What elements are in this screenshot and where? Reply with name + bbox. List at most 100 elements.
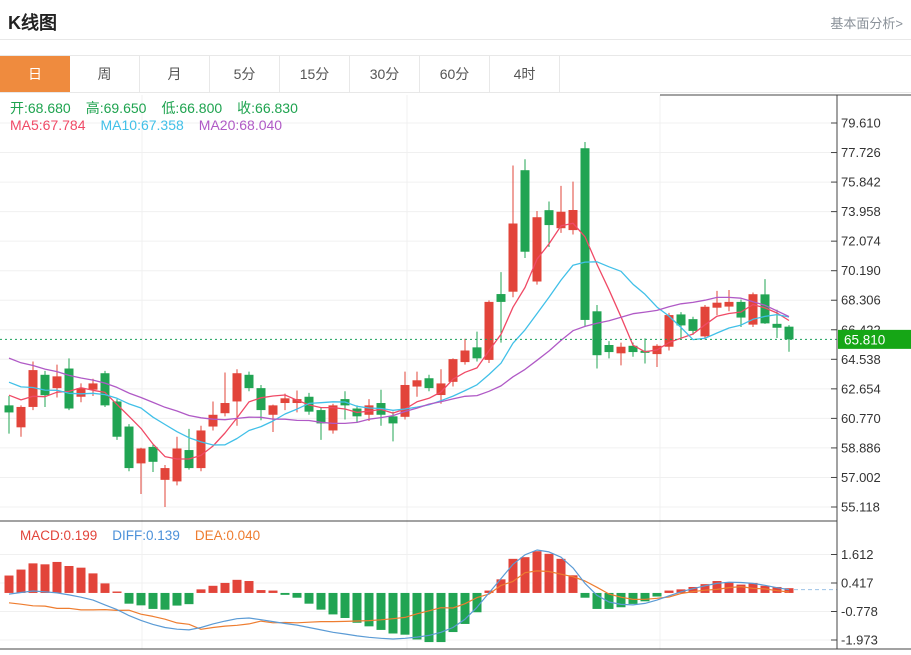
axis-label: 60.770 bbox=[841, 411, 881, 426]
tab-60分[interactable]: 60分 bbox=[420, 56, 490, 92]
candle-body bbox=[436, 383, 446, 396]
candle-body bbox=[460, 350, 470, 363]
candle-body bbox=[520, 170, 530, 252]
macd-legend: MACD:0.199 DIFF:0.139 DEA:0.040 bbox=[20, 528, 275, 543]
axis-label: 0.417 bbox=[841, 576, 874, 591]
macd-bar bbox=[676, 589, 686, 593]
axis-label: -0.778 bbox=[841, 604, 878, 619]
candle-body bbox=[484, 301, 494, 360]
candle-body bbox=[688, 319, 698, 331]
macd-bar bbox=[112, 591, 122, 593]
page-header: K线图 基本面分析> bbox=[0, 0, 911, 40]
candle-body bbox=[544, 210, 554, 226]
candle-body bbox=[196, 430, 206, 469]
axis-label: 55.118 bbox=[841, 500, 880, 515]
ma10-line bbox=[8, 261, 790, 446]
ma-legend: MA5:67.784 MA10:67.358 MA20:68.040 bbox=[10, 117, 297, 133]
tab-月[interactable]: 月 bbox=[140, 56, 210, 92]
candle-body bbox=[232, 373, 242, 402]
macd-bar bbox=[184, 592, 194, 605]
lg-macd-item: DIFF:0.139 bbox=[112, 528, 180, 543]
macd-bar bbox=[472, 592, 482, 613]
macd-bar bbox=[64, 565, 74, 593]
interval-tabs: 日周月 5分 15分 30分 60分 4时 bbox=[0, 55, 911, 93]
candle-body bbox=[400, 384, 410, 417]
lg-ohlc-item: 开:68.680 bbox=[10, 100, 71, 116]
axis-label: 58.886 bbox=[841, 440, 881, 455]
candle-body bbox=[496, 294, 506, 302]
candle-body bbox=[268, 405, 278, 415]
candle-body bbox=[148, 446, 158, 462]
ma5-line bbox=[8, 222, 790, 460]
candle-body bbox=[64, 368, 74, 409]
macd-bar bbox=[448, 592, 458, 633]
macd-bar bbox=[664, 590, 674, 593]
macd-bar bbox=[412, 592, 422, 640]
candle-body bbox=[292, 399, 302, 404]
candle-body bbox=[4, 405, 14, 413]
axis-label: 62.654 bbox=[841, 381, 881, 396]
candle-body bbox=[532, 217, 542, 282]
lg-ma-item: MA10:67.358 bbox=[100, 117, 184, 133]
macd-bar bbox=[52, 561, 62, 593]
tab-15分[interactable]: 15分 bbox=[280, 56, 350, 92]
macd-bar bbox=[280, 592, 290, 595]
macd-bar bbox=[376, 592, 386, 630]
macd-bar bbox=[604, 592, 614, 609]
macd-bar bbox=[232, 579, 242, 593]
candle-body bbox=[616, 346, 626, 354]
axis-label: 73.958 bbox=[841, 204, 881, 219]
axis-label: 64.538 bbox=[841, 352, 881, 367]
macd-bar bbox=[340, 592, 350, 618]
macd-bar bbox=[40, 564, 50, 593]
candle-body bbox=[280, 398, 290, 404]
macd-bar bbox=[652, 592, 662, 597]
macd-bar bbox=[220, 582, 230, 593]
macd-bar bbox=[352, 592, 362, 623]
candle-body bbox=[508, 223, 518, 292]
macd-bar bbox=[148, 592, 158, 609]
axis-label: -1.973 bbox=[841, 633, 878, 648]
candle-body bbox=[364, 405, 374, 415]
candle-body bbox=[424, 378, 434, 389]
macd-bar bbox=[100, 583, 110, 593]
candle-body bbox=[160, 468, 170, 480]
macd-bar bbox=[568, 575, 578, 593]
tab-4时[interactable]: 4时 bbox=[490, 56, 560, 92]
candle-body bbox=[28, 370, 38, 407]
macd-bar bbox=[424, 592, 434, 643]
lg-macd-item: DEA:0.040 bbox=[194, 528, 261, 543]
candle-body bbox=[112, 401, 122, 437]
candle-body bbox=[124, 426, 134, 469]
macd-bar bbox=[772, 586, 782, 593]
candle-body bbox=[604, 345, 614, 353]
tab-日[interactable]: 日 bbox=[0, 56, 70, 92]
axis-label: 57.002 bbox=[841, 470, 881, 485]
fundamental-analysis-link[interactable]: 基本面分析> bbox=[830, 16, 903, 31]
page-title: K线图 bbox=[8, 13, 57, 33]
macd-bar bbox=[172, 592, 182, 606]
candle-body bbox=[52, 376, 62, 389]
macd-bar bbox=[484, 590, 494, 593]
macd-bar bbox=[496, 579, 506, 593]
candle-body bbox=[172, 448, 182, 482]
macd-bar bbox=[208, 585, 218, 593]
ohlc-legend: 开:68.680 高:69.650 低:66.800 收:66.830 bbox=[10, 98, 313, 118]
macd-bar bbox=[16, 569, 26, 593]
candle-body bbox=[40, 374, 50, 396]
tab-周[interactable]: 周 bbox=[70, 56, 140, 92]
macd-bar bbox=[268, 590, 278, 593]
candle-body bbox=[628, 345, 638, 353]
macd-bar bbox=[544, 553, 554, 593]
macd-bar bbox=[616, 592, 626, 608]
candle-body bbox=[712, 302, 722, 308]
candle-body bbox=[676, 314, 686, 326]
candle-body bbox=[724, 301, 734, 307]
candle-body bbox=[772, 323, 782, 328]
tab-5分[interactable]: 5分 bbox=[210, 56, 280, 92]
candle-body bbox=[412, 380, 422, 387]
axis-label: 77.726 bbox=[841, 145, 881, 160]
tab-30分[interactable]: 30分 bbox=[350, 56, 420, 92]
macd-bar bbox=[244, 581, 254, 593]
